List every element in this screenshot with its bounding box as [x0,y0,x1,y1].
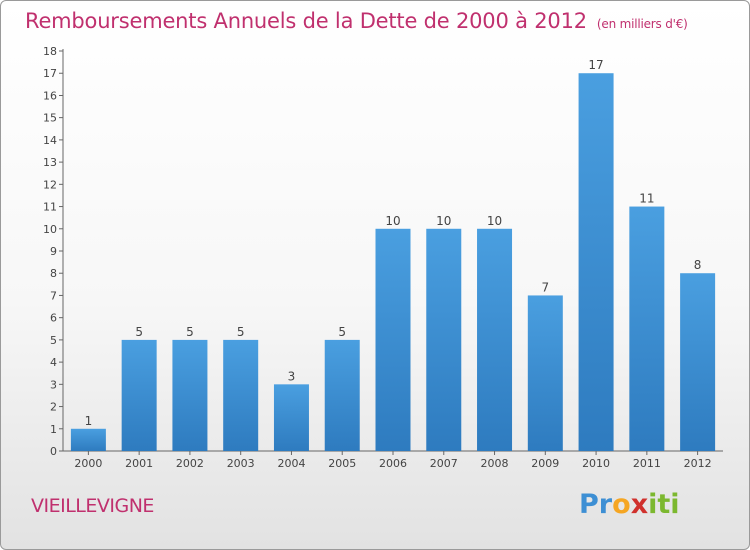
logo-letter: x [630,489,649,520]
y-tick-label: 2 [50,401,57,414]
bar-value-label: 5 [338,325,346,339]
y-tick-label: 7 [50,289,57,302]
commune-name: VIEILLEVIGNE [31,495,154,517]
x-tick-label: 2005 [328,457,356,470]
x-tick-label: 2009 [531,457,559,470]
bar [375,228,411,451]
x-tick-label: 2006 [379,457,407,470]
bar [426,228,462,451]
chart-title-text: Remboursements Annuels de la Dette de 20… [25,9,587,33]
logo-letter: i [648,489,658,520]
logo-letter: P [579,489,599,520]
bar [324,339,360,451]
y-tick-label: 5 [50,334,57,347]
bar-value-label: 7 [541,280,549,294]
bar-value-label: 1 [85,414,93,428]
y-tick-label: 6 [50,312,57,325]
bar-value-label: 5 [186,325,194,339]
y-tick-label: 15 [43,112,57,125]
bar-value-label: 10 [436,214,451,228]
x-tick-label: 2000 [74,457,102,470]
bar [70,428,106,451]
bar-value-label: 10 [385,214,400,228]
bar [172,339,208,451]
bar [629,206,665,451]
y-tick-label: 8 [50,267,57,280]
x-tick-label: 2011 [633,457,661,470]
x-tick-label: 2002 [176,457,204,470]
bar-value-label: 5 [135,325,143,339]
y-tick-label: 9 [50,245,57,258]
x-tick-label: 2010 [582,457,610,470]
chart-subtitle: (en milliers d'€) [596,17,688,31]
proxiti-logo: Proxiti [579,489,680,520]
x-tick-label: 2007 [430,457,458,470]
x-tick-label: 2003 [227,457,255,470]
x-tick-label: 2008 [481,457,509,470]
y-tick-label: 4 [50,356,57,369]
y-tick-label: 3 [50,378,57,391]
bar-value-label: 8 [694,258,702,272]
y-tick-label: 1 [50,423,57,436]
bar-value-label: 5 [237,325,245,339]
bar [223,339,259,451]
bar [578,73,614,451]
bar [527,295,563,451]
bar-value-label: 3 [288,369,296,383]
x-tick-label: 2001 [125,457,153,470]
bar-value-label: 10 [487,214,502,228]
bar-value-label: 17 [588,58,603,72]
bar [680,273,716,451]
y-tick-label: 12 [43,178,57,191]
x-tick-label: 2004 [277,457,305,470]
bar [121,339,157,451]
logo-letter: t [657,489,671,520]
y-tick-label: 16 [43,89,57,102]
logo-letter: o [612,489,631,520]
bar [477,228,513,451]
logo-letter: r [598,489,613,520]
bar [273,384,309,451]
y-tick-label: 10 [43,223,57,236]
logo-letter: i [670,489,680,520]
y-tick-label: 0 [50,445,57,458]
y-tick-label: 17 [43,67,57,80]
y-tick-label: 13 [43,156,57,169]
chart-title: Remboursements Annuels de la Dette de 20… [25,9,688,33]
y-tick-label: 14 [43,134,57,147]
bar-value-label: 11 [639,192,654,206]
y-tick-label: 11 [43,201,57,214]
y-tick-label: 18 [43,45,57,58]
x-tick-label: 2012 [684,457,712,470]
